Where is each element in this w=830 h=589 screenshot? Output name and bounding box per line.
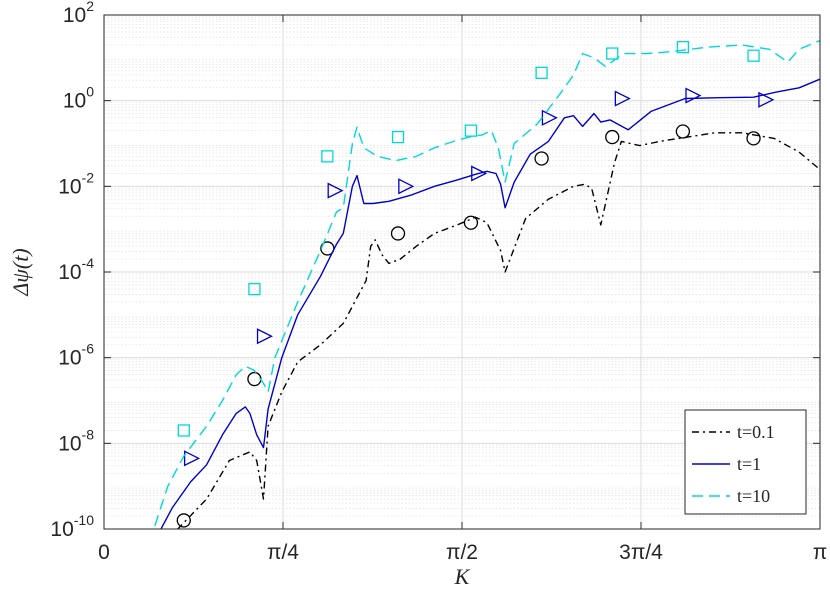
- series-line-1: [176, 132, 820, 529]
- series-2-marker: [398, 178, 415, 195]
- series-line-2: [160, 78, 820, 529]
- legend-label-3: t=10: [737, 486, 770, 506]
- label-layer: 102 100 10-2 10-4 10-6 10-8 10-100 π/4 π/2 3π/4 π K…: [8, 0, 827, 589]
- x-tick-label: 0: [98, 541, 110, 564]
- series-2-marker: [256, 328, 273, 345]
- series-line-3: [153, 40, 820, 529]
- series-1-marker: [463, 215, 479, 230]
- series-layer: [153, 40, 820, 529]
- series-3-marker: [535, 66, 548, 79]
- legend-label-1: t=0.1: [737, 422, 775, 442]
- series-1-marker: [390, 226, 406, 241]
- series-2-marker: [614, 90, 631, 107]
- y-tick-label: 10-2: [58, 169, 94, 198]
- series-1-marker: [746, 131, 761, 146]
- series-1-marker: [605, 129, 620, 145]
- legend: t=0.1 t=1 t=10: [684, 409, 807, 515]
- series-3: [153, 40, 820, 529]
- y-tick-label: 100: [63, 84, 94, 113]
- x-tick-label: π: [813, 541, 828, 564]
- x-tick-label: 3π/4: [619, 541, 663, 564]
- legend-box: [684, 409, 807, 515]
- series-3-marker: [248, 282, 261, 296]
- series-1-marker: [534, 151, 549, 166]
- series-2-marker: [471, 165, 488, 182]
- x-tick-label: π/2: [446, 541, 478, 564]
- series-2-marker: [758, 91, 775, 108]
- series-2-marker: [327, 182, 344, 199]
- x-tick-label: π/4: [267, 541, 299, 564]
- y-tick-label: 10-8: [58, 426, 94, 455]
- series-2-marker: [183, 450, 201, 467]
- series-3-marker: [464, 124, 478, 137]
- series-1: [176, 124, 820, 529]
- series-3-marker: [747, 49, 760, 62]
- series-3-marker: [391, 130, 405, 144]
- y-axis-label: Δψ(t): [8, 248, 33, 296]
- y-tick-label: 102: [63, 0, 94, 27]
- legend-label-2: t=1: [737, 454, 761, 474]
- tick-layer: [103, 14, 821, 530]
- series-3-marker: [676, 40, 690, 54]
- series-2-marker: [685, 87, 702, 104]
- series-3-marker: [177, 424, 190, 437]
- series-3-marker: [606, 47, 619, 60]
- series-1-marker: [675, 124, 691, 139]
- y-tick-label: 10-6: [58, 341, 94, 370]
- y-tick-label: 10-10: [50, 512, 94, 541]
- y-tick-label: 10-4: [58, 255, 94, 284]
- series-1-marker: [176, 513, 191, 528]
- series-3-marker: [321, 150, 334, 163]
- x-axis-label: K: [454, 564, 471, 589]
